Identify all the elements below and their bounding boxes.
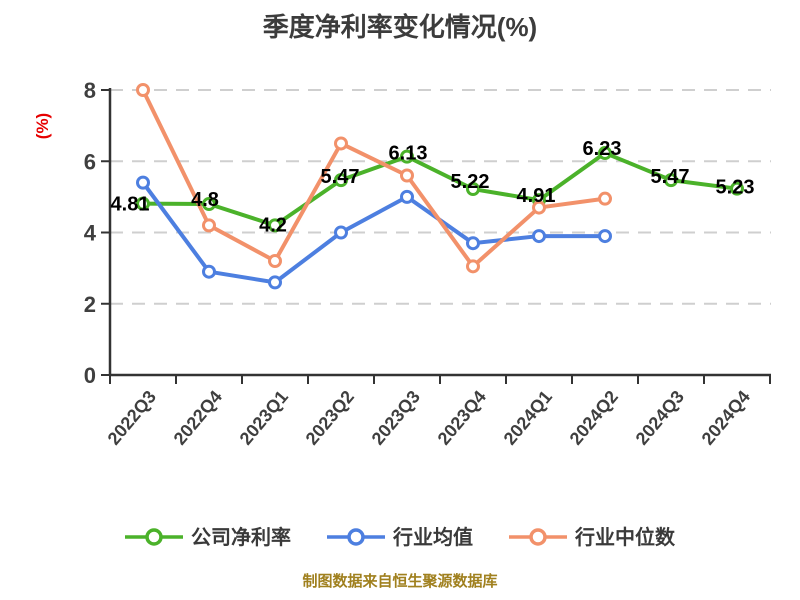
x-tick-label: 2023Q1 [236, 387, 292, 449]
axes-layer [101, 88, 771, 384]
x-tick-label: 2024Q1 [500, 387, 556, 449]
legend-marker-company-net-margin [145, 528, 163, 546]
x-tick-label: 2023Q4 [434, 387, 490, 449]
y-tick-label: 2 [84, 292, 96, 317]
data-point-industry-median [400, 168, 414, 183]
x-tick-label: 2022Q4 [170, 387, 226, 449]
y-axis-labels: 0 2 4 6 8 [84, 78, 97, 388]
data-point-company-net-margin [598, 146, 612, 161]
data-point-industry-median [598, 191, 612, 206]
data-point-company-net-margin [664, 173, 678, 188]
legend-marker-industry-median [529, 528, 547, 546]
data-label-company-net-margin: 6.13 [389, 143, 428, 165]
data-point-industry-average [466, 236, 480, 251]
data-point-company-net-margin [400, 149, 414, 164]
data-point-industry-average [400, 189, 414, 204]
data-point-company-net-margin [730, 181, 744, 196]
x-tick-label: 2024Q2 [566, 387, 622, 449]
x-tick-label: 2024Q3 [632, 387, 688, 449]
data-label-company-net-margin: 5.23 [716, 177, 755, 199]
chart-title: 季度净利率变化情况(%) [263, 12, 537, 42]
series-line-company-net-margin [141, 151, 739, 228]
data-point-industry-average [598, 229, 612, 244]
data-label-company-net-margin: 4.2 [259, 214, 287, 236]
data-point-industry-average [268, 275, 282, 290]
legend-item-industry-average[interactable]: 行业均值 [327, 525, 473, 549]
data-point-industry-median [532, 200, 546, 215]
data-point-industry-average [532, 229, 546, 244]
data-label-company-net-margin: 5.22 [451, 171, 490, 193]
legend: 公司净利率 行业均值 行业中位数 [125, 525, 676, 549]
data-point-industry-median [268, 254, 282, 268]
series-line-industry-median [141, 88, 607, 269]
data-point-industry-median [466, 259, 480, 274]
data-label-company-net-margin: 5.47 [321, 166, 360, 188]
x-tick-label: 2023Q2 [302, 387, 358, 449]
legend-label-company-net-margin: 公司净利率 [191, 525, 291, 549]
data-point-industry-average [136, 175, 150, 190]
y-tick-label: 4 [84, 221, 97, 246]
y-tick-label: 8 [84, 78, 96, 103]
series-line-industry-average [141, 180, 607, 285]
x-axis-labels: 2022Q3 2022Q4 2023Q1 2023Q2 2023Q3 2023Q4 2024… [104, 387, 754, 449]
legend-label-industry-median: 行业中位数 [574, 525, 676, 549]
y-tick-label: 0 [84, 363, 96, 388]
legend-marker-industry-average [347, 528, 365, 546]
data-point-company-net-margin [334, 173, 348, 188]
data-point-industry-median [136, 83, 150, 97]
x-tick-label: 2023Q3 [368, 387, 424, 449]
y-axis-unit-label: (%) [33, 113, 52, 139]
series-layer [136, 83, 744, 290]
data-point-company-net-margin [202, 197, 216, 211]
data-label-company-net-margin: 4.81 [111, 194, 150, 216]
data-label-company-net-margin: 6.23 [583, 138, 622, 160]
data-point-company-net-margin [136, 196, 150, 211]
data-point-industry-median [202, 218, 216, 233]
data-point-company-net-margin [466, 182, 480, 197]
x-tick-label: 2024Q4 [698, 387, 754, 449]
data-point-industry-average [334, 225, 348, 240]
data-label-layer: 4.81 4.8 4.2 5.47 6.13 5.22 4.91 6.23 5.47 5.23 [111, 138, 755, 236]
data-label-company-net-margin: 5.47 [651, 166, 690, 188]
legend-item-industry-median[interactable]: 行业中位数 [509, 525, 676, 549]
legend-item-company-net-margin[interactable]: 公司净利率 [125, 525, 291, 549]
data-point-industry-average [202, 264, 216, 279]
data-point-industry-median [334, 136, 348, 151]
y-tick-label: 6 [84, 149, 96, 174]
legend-label-industry-average: 行业均值 [392, 525, 473, 549]
data-point-company-net-margin [268, 218, 282, 233]
x-tick-label: 2022Q3 [104, 387, 160, 449]
footer-note: 制图数据来自恒生聚源数据库 [302, 572, 497, 590]
data-label-company-net-margin: 4.8 [191, 189, 219, 211]
data-label-company-net-margin: 4.91 [517, 185, 556, 207]
